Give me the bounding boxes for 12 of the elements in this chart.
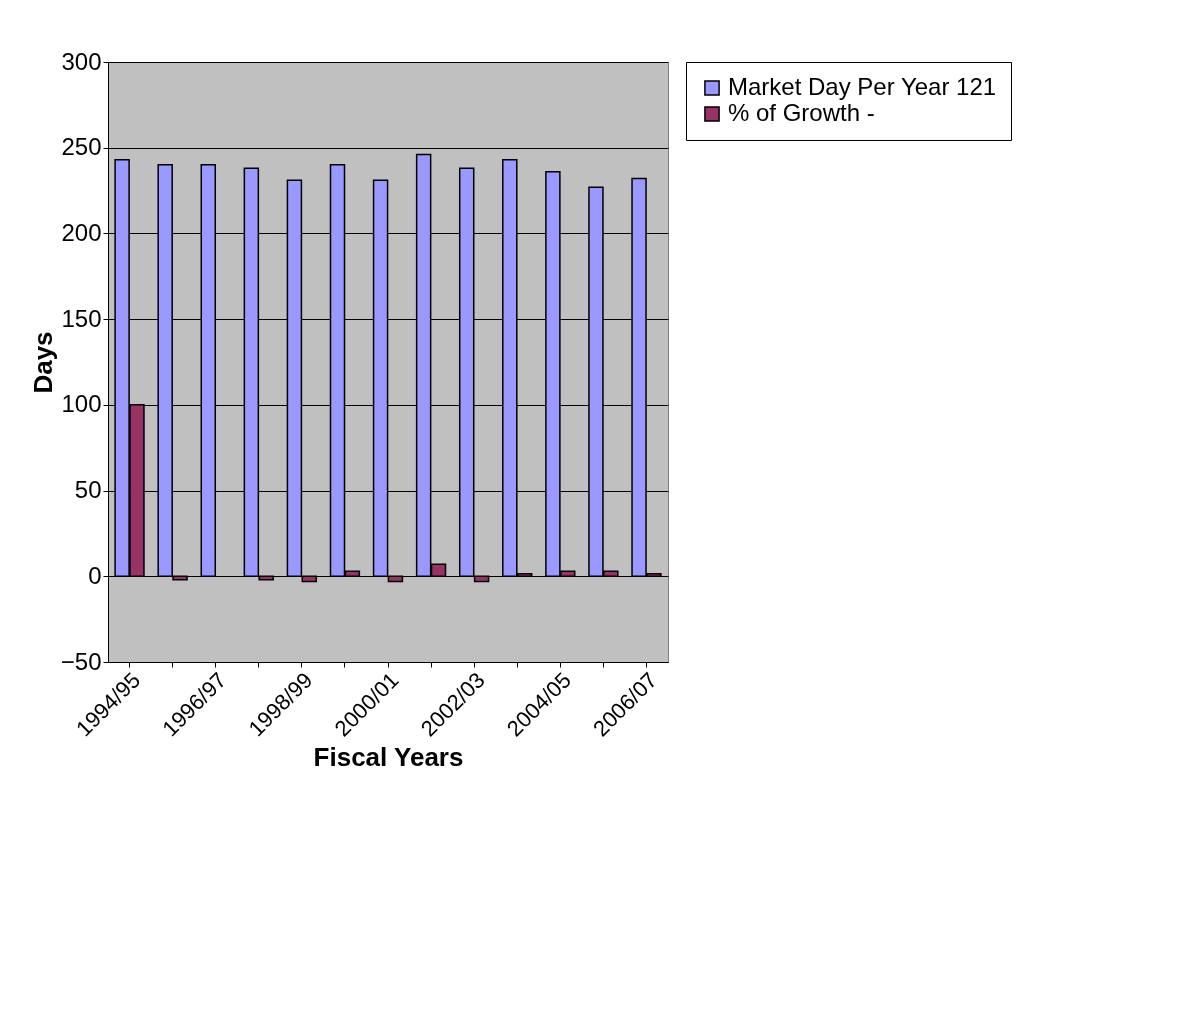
y-tick-label: 100: [61, 390, 102, 418]
x-axis-title: Fiscal Years: [313, 741, 464, 772]
legend-label: Market Day Per Year 121: [728, 73, 997, 100]
y-tick-label: 200: [61, 218, 102, 246]
y-tick-label: 0: [88, 561, 102, 589]
y-tick-label: 250: [61, 133, 102, 161]
y-tick-label: 150: [61, 304, 102, 332]
legend-label: % of Growth -: [728, 99, 875, 126]
y-axis-title: Days: [27, 331, 58, 394]
y-tick-label: 50: [74, 476, 102, 504]
y-tick-label: −50: [60, 647, 102, 675]
y-tick-label: 300: [61, 47, 102, 75]
